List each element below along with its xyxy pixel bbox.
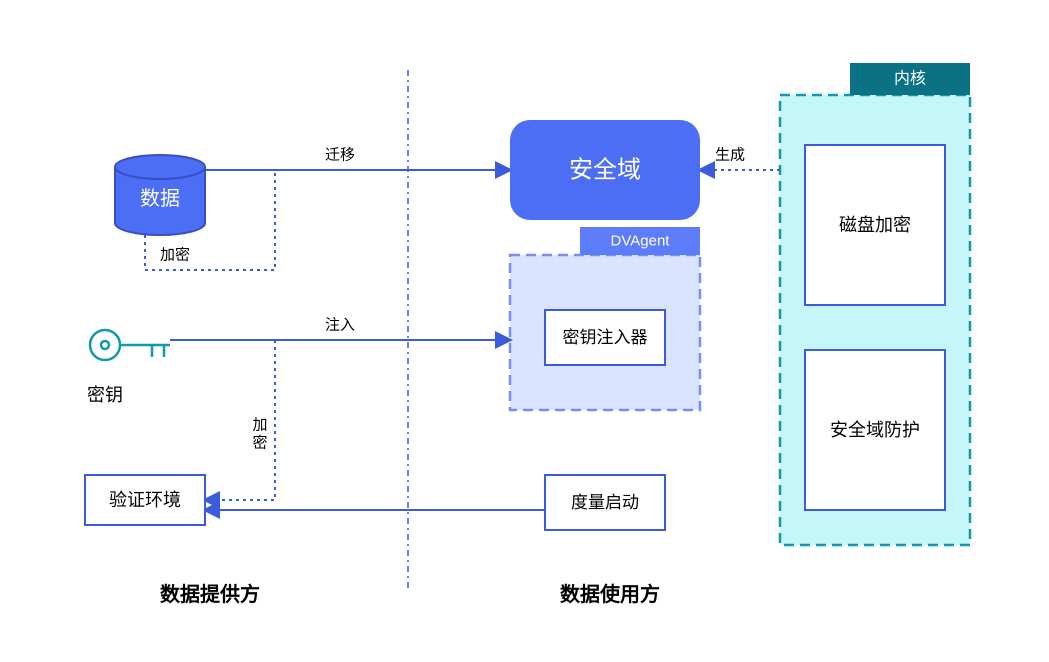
edge-label-encrypt1: 加密 — [160, 247, 190, 264]
section-label-left: 数据提供方 — [160, 582, 260, 606]
edge-label-encrypt2: 密 — [252, 435, 267, 452]
edge-label-generate: 生成 — [715, 147, 745, 164]
node-key_injector: 密钥注入器 — [545, 310, 665, 365]
node-label-measure_boot: 度量启动 — [571, 493, 639, 512]
group-header-dvagent_group: DVAgent — [611, 233, 671, 250]
edge-label-encrypt2: 加 — [252, 417, 267, 434]
group-header-kernel_group: 内核 — [894, 70, 926, 88]
node-key: 密钥 — [87, 330, 170, 405]
node-label-key_injector: 密钥注入器 — [563, 328, 648, 347]
node-secure_domain: 安全域 — [510, 120, 700, 220]
node-verify_env: 验证环境 — [85, 475, 205, 525]
node-secure_protect: 安全域防护 — [805, 350, 945, 510]
node-label-disk_encrypt: 磁盘加密 — [839, 215, 911, 235]
node-label-secure_protect: 安全域防护 — [830, 420, 920, 440]
edge-label-inject: 注入 — [325, 317, 355, 334]
edge-label-migrate: 迁移 — [325, 147, 355, 164]
diagram-canvas: 数据提供方数据使用方DVAgent内核迁移注入生成加密加密数据密钥验证环境安全域… — [0, 0, 1049, 662]
node-disk_encrypt: 磁盘加密 — [805, 145, 945, 305]
node-label-secure_domain: 安全域 — [569, 157, 641, 184]
node-label-key: 密钥 — [87, 385, 123, 405]
section-label-right: 数据使用方 — [560, 582, 660, 606]
node-measure_boot: 度量启动 — [545, 475, 665, 530]
node-label-verify_env: 验证环境 — [109, 490, 181, 510]
node-label-data_db: 数据 — [140, 187, 180, 210]
node-data_db: 数据 — [115, 155, 205, 235]
